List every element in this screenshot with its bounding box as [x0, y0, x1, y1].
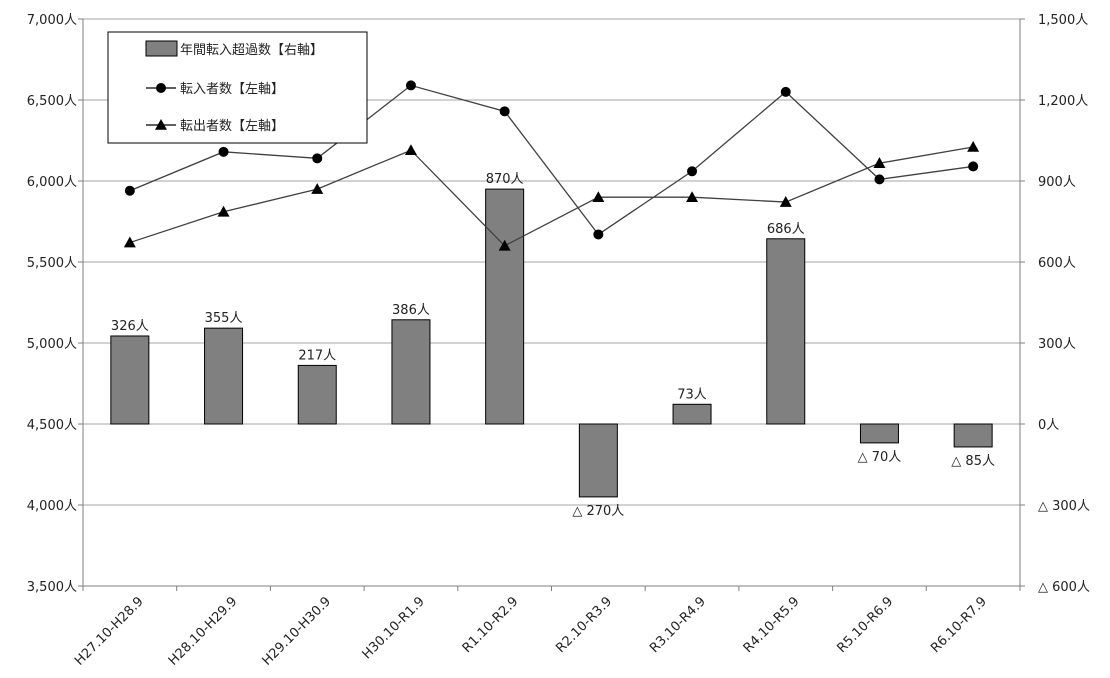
- left-axis-tick-label: 6,000人: [27, 175, 77, 190]
- right-axis-tick-label: 0人: [1038, 418, 1059, 433]
- series-line-tenshutsu: [129, 146, 974, 247]
- bar: [204, 327, 244, 425]
- x-axis-tick-label: H29.10-H30.9: [260, 594, 335, 669]
- bar-data-label: △ 85人: [951, 454, 995, 469]
- x-axis-tick-label: H30.10-R1.9: [360, 594, 428, 662]
- bar-data-label: 386人: [392, 303, 430, 318]
- line-point-circle: [874, 174, 885, 185]
- bar: [859, 423, 899, 444]
- line-point-triangle: [592, 191, 605, 202]
- bar: [578, 423, 618, 498]
- x-axis-tick-label: R5.10-R6.9: [834, 594, 896, 656]
- bar-data-label: △ 70人: [858, 450, 902, 465]
- bar: [766, 238, 806, 425]
- line-point-circle: [968, 161, 979, 172]
- legend-marker-circle: [156, 83, 166, 93]
- line-point-triangle: [123, 236, 136, 248]
- line-point-triangle: [311, 183, 324, 194]
- right-axis-tick-label: △ 300人: [1038, 499, 1090, 514]
- bar: [485, 188, 525, 425]
- legend-label: 転出者数【左軸】: [180, 119, 284, 134]
- line-point-circle: [124, 185, 135, 196]
- line-point-triangle: [686, 191, 699, 202]
- left-axis-tick-label: 5,500人: [27, 256, 77, 271]
- line-point-triangle: [498, 239, 511, 251]
- line-point-circle: [312, 153, 323, 164]
- bar: [297, 364, 337, 425]
- x-axis-tick-label: R4.10-R5.9: [741, 594, 803, 656]
- x-axis-tick-label: R6.10-R7.9: [928, 594, 990, 656]
- right-axis-tick-label: 900人: [1038, 175, 1076, 190]
- line-point-circle: [499, 106, 510, 117]
- right-axis-tick-label: 600人: [1038, 256, 1076, 271]
- bar: [672, 403, 712, 425]
- right-axis-tick-label: 300人: [1038, 337, 1076, 352]
- right-axis-tick-label: 1,500人: [1038, 13, 1088, 28]
- left-axis-tick-label: 3,500人: [27, 580, 77, 595]
- line-point-triangle: [779, 196, 792, 207]
- bar: [391, 319, 431, 425]
- right-axis-tick-label: 1,200人: [1038, 94, 1088, 109]
- left-axis-tick-label: 7,000人: [27, 13, 77, 28]
- x-axis-tick-label: H27.10-H28.9: [72, 594, 147, 669]
- bar-data-label: △ 270人: [572, 504, 624, 519]
- line-point-triangle: [404, 144, 417, 156]
- legend-label: 年間転入超過数【右軸】: [180, 43, 323, 58]
- right-axis-tick-label: △ 600人: [1038, 580, 1090, 595]
- x-axis-tick-label: R3.10-R4.9: [647, 594, 709, 656]
- line-point-circle: [218, 146, 229, 157]
- line-point-circle: [780, 86, 791, 97]
- legend-swatch-bar: [145, 40, 178, 57]
- bar-data-label: 73人: [677, 387, 707, 402]
- line-point-triangle: [967, 140, 980, 152]
- x-axis-tick-label: R1.10-R2.9: [460, 594, 522, 656]
- left-axis-tick-label: 4,500人: [27, 418, 77, 433]
- line-point-circle: [593, 229, 604, 240]
- x-axis-tick-label: H28.10-H29.9: [166, 594, 241, 669]
- line-point-circle: [687, 166, 698, 177]
- bar: [110, 335, 150, 425]
- bar-data-label: 326人: [111, 319, 149, 334]
- bar-data-label: 870人: [486, 172, 524, 187]
- bar-data-label: 686人: [767, 222, 805, 237]
- line-point-circle: [405, 80, 416, 91]
- line-point-triangle: [217, 205, 230, 217]
- series-line-tennyu: [129, 84, 974, 236]
- line-point-triangle: [873, 157, 886, 168]
- bar-data-label: 355人: [205, 311, 243, 326]
- left-axis-tick-label: 6,500人: [27, 94, 77, 109]
- left-axis-tick-label: 5,000人: [27, 337, 77, 352]
- bar-data-label: 217人: [298, 348, 336, 363]
- x-axis-tick-label: R2.10-R3.9: [553, 594, 615, 656]
- legend-marker-triangle: [155, 119, 167, 130]
- left-axis-tick-label: 4,000人: [27, 499, 77, 514]
- legend-label: 転入者数【左軸】: [180, 82, 284, 97]
- bar: [953, 423, 993, 448]
